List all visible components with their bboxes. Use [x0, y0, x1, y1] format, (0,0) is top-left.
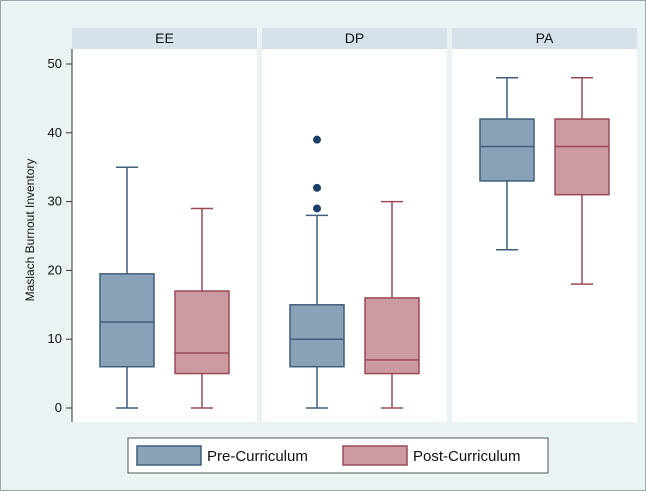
iqr-box [554, 118, 610, 196]
outlier-point [313, 183, 321, 192]
y-tick-label: 50 [48, 56, 62, 71]
iqr-box [174, 290, 230, 375]
outlier-point [313, 204, 321, 213]
panel-strip [262, 28, 447, 49]
legend-label-post: Post-Curriculum [413, 448, 521, 465]
panel-pa: PA [452, 28, 637, 422]
legend-swatch-post [342, 445, 408, 466]
box-dp-pre [289, 135, 345, 409]
panel-dp: DP [262, 28, 447, 422]
box-ee-post [174, 207, 230, 409]
panel-plot-area [452, 49, 637, 422]
panel-label: PA [536, 30, 554, 46]
iqr-box [99, 273, 155, 368]
iqr-box [364, 297, 420, 375]
iqr-box [289, 304, 345, 368]
box-ee-pre [99, 166, 155, 409]
box-pa-pre [479, 77, 535, 251]
legend-label-pre: Pre-Curriculum [207, 448, 308, 465]
box-dp-post [364, 200, 420, 409]
legend-swatch-pre [136, 445, 202, 466]
y-tick-label: 40 [48, 125, 62, 140]
y-tick-label: 20 [48, 262, 62, 277]
y-tick-label: 10 [48, 331, 62, 346]
panel-strip [452, 28, 637, 49]
outlier-point [313, 135, 321, 144]
panel-strip [72, 28, 257, 49]
panel-label: DP [345, 30, 364, 46]
y-axis-title: Maslach Burnout Inventory [23, 159, 37, 302]
y-tick-label: 30 [48, 194, 62, 209]
panel-label: EE [155, 30, 174, 46]
panel-ee: EE [72, 28, 257, 422]
box-pa-post [554, 77, 610, 285]
iqr-box [479, 118, 535, 182]
y-tick-label: 0 [55, 400, 62, 415]
